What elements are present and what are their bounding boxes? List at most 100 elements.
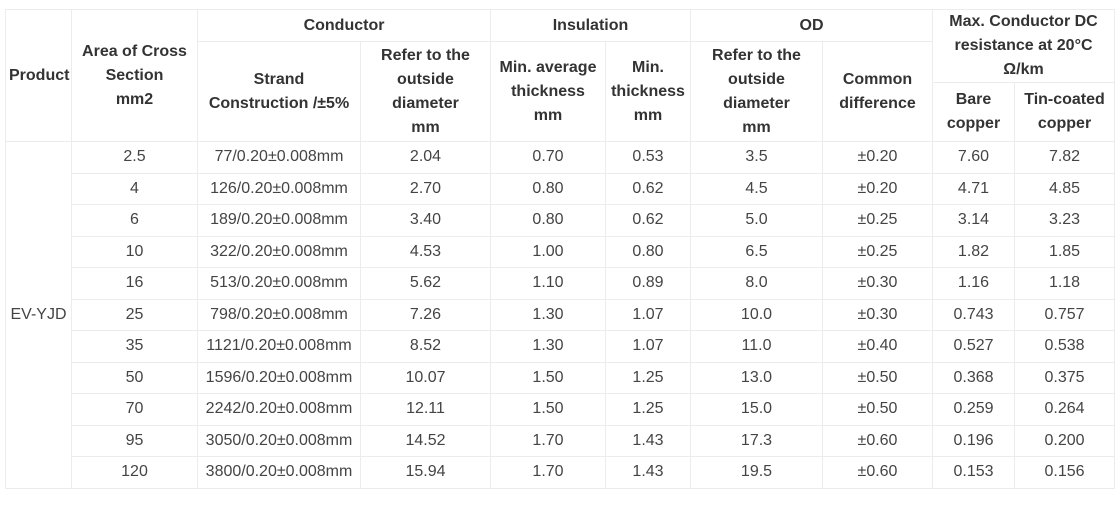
product-header: Product	[5, 9, 72, 142]
table-cell: 1.70	[490, 424, 606, 457]
table-cell: 0.264	[1013, 393, 1116, 426]
table-cell: 0.80	[490, 172, 606, 205]
table-row: 25 798/0.20±0.008mm 7.26 1.30 1.07 10.0 ±0.30 0…	[6, 298, 1116, 331]
table-cell: 2242/0.20±0.008mm	[197, 393, 361, 426]
table-row: 120 3800/0.20±0.008mm 15.94 1.70 1.43 19.5 ±0.…	[6, 456, 1116, 489]
table-cell: 70	[71, 393, 198, 426]
table-row: EV-YJD 2.5 77/0.20±0.008mm 2.04 0.70 0.53 3.5 ±…	[5, 141, 1116, 489]
min-average-thickness-header: Min. average thickness mm	[490, 41, 606, 142]
table-cell: ±0.20	[822, 141, 933, 174]
strand-header-line: Strand	[253, 70, 305, 88]
table-cell: 8.52	[360, 330, 491, 363]
table-cell: 19.5	[690, 456, 823, 489]
table-cell: ±0.25	[822, 235, 933, 268]
table-cell: 15.0	[690, 393, 823, 426]
common-difference-header: Common difference	[822, 41, 933, 142]
table-cell: 16	[71, 267, 198, 300]
table-row: 95 3050/0.20±0.008mm 14.52 1.70 1.43 17.3 ±0.6…	[6, 424, 1116, 457]
table-cell: 5.62	[360, 267, 491, 300]
conductor-od-header-line: Refer to the	[381, 46, 470, 64]
table-cell: ±0.25	[822, 204, 933, 237]
table-cell: 189/0.20±0.008mm	[197, 204, 361, 237]
table-cell: 12.11	[360, 393, 491, 426]
table-row: 70 2242/0.20±0.008mm 12.11 1.50 1.25 15.0 ±0.5…	[6, 393, 1116, 426]
area-header-line: Section	[105, 66, 164, 84]
area-header-line: mm2	[115, 90, 154, 108]
table-cell: 8.0	[690, 267, 823, 300]
min-thickness-header-line: Min.	[632, 58, 664, 76]
insulation-header: Insulation	[490, 9, 691, 42]
table-cell: 15.94	[360, 456, 491, 489]
tin-coated-copper-header: Tin-coated copper	[1013, 82, 1116, 142]
table-cell: 0.200	[1013, 424, 1116, 457]
strand-header-line: Construction /±5%	[208, 94, 350, 112]
table-cell: 3.23	[1013, 204, 1116, 237]
bare-copper-header-line: copper	[946, 115, 1001, 132]
table-cell: 1.07	[605, 330, 691, 363]
min-average-thickness-header-line: Min. average	[499, 58, 597, 76]
resistance-header-line: Ω/km	[1003, 61, 1044, 78]
table-cell: ±0.60	[822, 456, 933, 489]
table-cell: 25	[71, 298, 198, 331]
table-cell: 2.04	[360, 141, 491, 174]
table-cell: 3.5	[690, 141, 823, 174]
table-cell: 10.0	[690, 298, 823, 331]
od-reference-header-line: Refer to the	[712, 46, 801, 64]
tin-coated-copper-header-line: copper	[1037, 115, 1092, 132]
table-cell: 3.14	[932, 204, 1015, 237]
table-row: 16 513/0.20±0.008mm 5.62 1.10 0.89 8.0 ±0.30 1.…	[6, 267, 1116, 300]
table-cell: 10.07	[360, 361, 491, 394]
od-reference-header-line: diameter	[723, 94, 790, 112]
min-average-thickness-header-line: thickness	[511, 82, 585, 100]
table-cell: 2.70	[360, 172, 491, 205]
table-cell: 0.53	[605, 141, 691, 174]
conductor-od-header-line: mm	[411, 118, 440, 136]
table-cell: 11.0	[690, 330, 823, 363]
min-average-thickness-header-line: mm	[533, 106, 563, 124]
table-cell: 7.26	[360, 298, 491, 331]
table-cell: 0.259	[932, 393, 1015, 426]
table-cell: 1.16	[932, 267, 1015, 300]
table-cell: 1.43	[605, 456, 691, 489]
table-cell: 6.5	[690, 235, 823, 268]
table-cell: 0.62	[605, 172, 691, 205]
conductor-od-header-line: outside diameter	[392, 70, 459, 112]
table-cell: 0.89	[605, 267, 691, 300]
table-cell: 126/0.20±0.008mm	[197, 172, 361, 205]
table-cell: 1.50	[490, 393, 606, 426]
table-cell: 95	[71, 424, 198, 457]
tin-coated-copper-header-line: Tin-coated	[1024, 91, 1105, 108]
table-cell: ±0.30	[822, 267, 933, 300]
conductor-od-header: Refer to the outside diameter mm	[360, 41, 491, 142]
resistance-header: Max. Conductor DC resistance at 20°C Ω/k…	[931, 9, 1116, 83]
table-cell: 7.60	[932, 141, 1015, 174]
table-cell: 0.375	[1013, 361, 1116, 394]
table-cell: 0.743	[932, 298, 1015, 331]
table-cell: 1.43	[605, 424, 691, 457]
bare-copper-header-line: Bare	[955, 91, 992, 108]
product-cell: EV-YJD	[5, 141, 72, 489]
table-cell: 3.40	[360, 204, 491, 237]
table-cell: 322/0.20±0.008mm	[197, 235, 361, 268]
od-reference-header: Refer to the outside diameter mm	[690, 41, 823, 142]
od-reference-header-line: outside	[728, 70, 785, 88]
table-cell: 798/0.20±0.008mm	[197, 298, 361, 331]
table-cell: 4.53	[360, 235, 491, 268]
header-row-1: Product Area of Cross Section mm2 Conduc…	[5, 9, 1116, 142]
table-cell: 4.85	[1013, 172, 1116, 205]
table-cell: 4	[71, 172, 198, 205]
table-cell: 14.52	[360, 424, 491, 457]
table-cell: 0.196	[932, 424, 1015, 457]
table-cell: 0.527	[932, 330, 1015, 363]
table-cell: 1.18	[1013, 267, 1116, 300]
header-row-3: Bare copper Tin-coated copper	[6, 82, 1116, 142]
table-cell: 3800/0.20±0.008mm	[197, 456, 361, 489]
table-cell: 1.70	[490, 456, 606, 489]
table-row: 6 189/0.20±0.008mm 3.40 0.80 0.62 5.0 ±0.25 3.1…	[6, 204, 1116, 237]
resistance-header-line: Max. Conductor DC	[949, 13, 1098, 30]
table-cell: ±0.20	[822, 172, 933, 205]
table-cell: ±0.50	[822, 393, 933, 426]
table-cell: 4.5	[690, 172, 823, 205]
min-thickness-header-line: thickness	[611, 82, 685, 100]
table-cell: 120	[71, 456, 198, 489]
